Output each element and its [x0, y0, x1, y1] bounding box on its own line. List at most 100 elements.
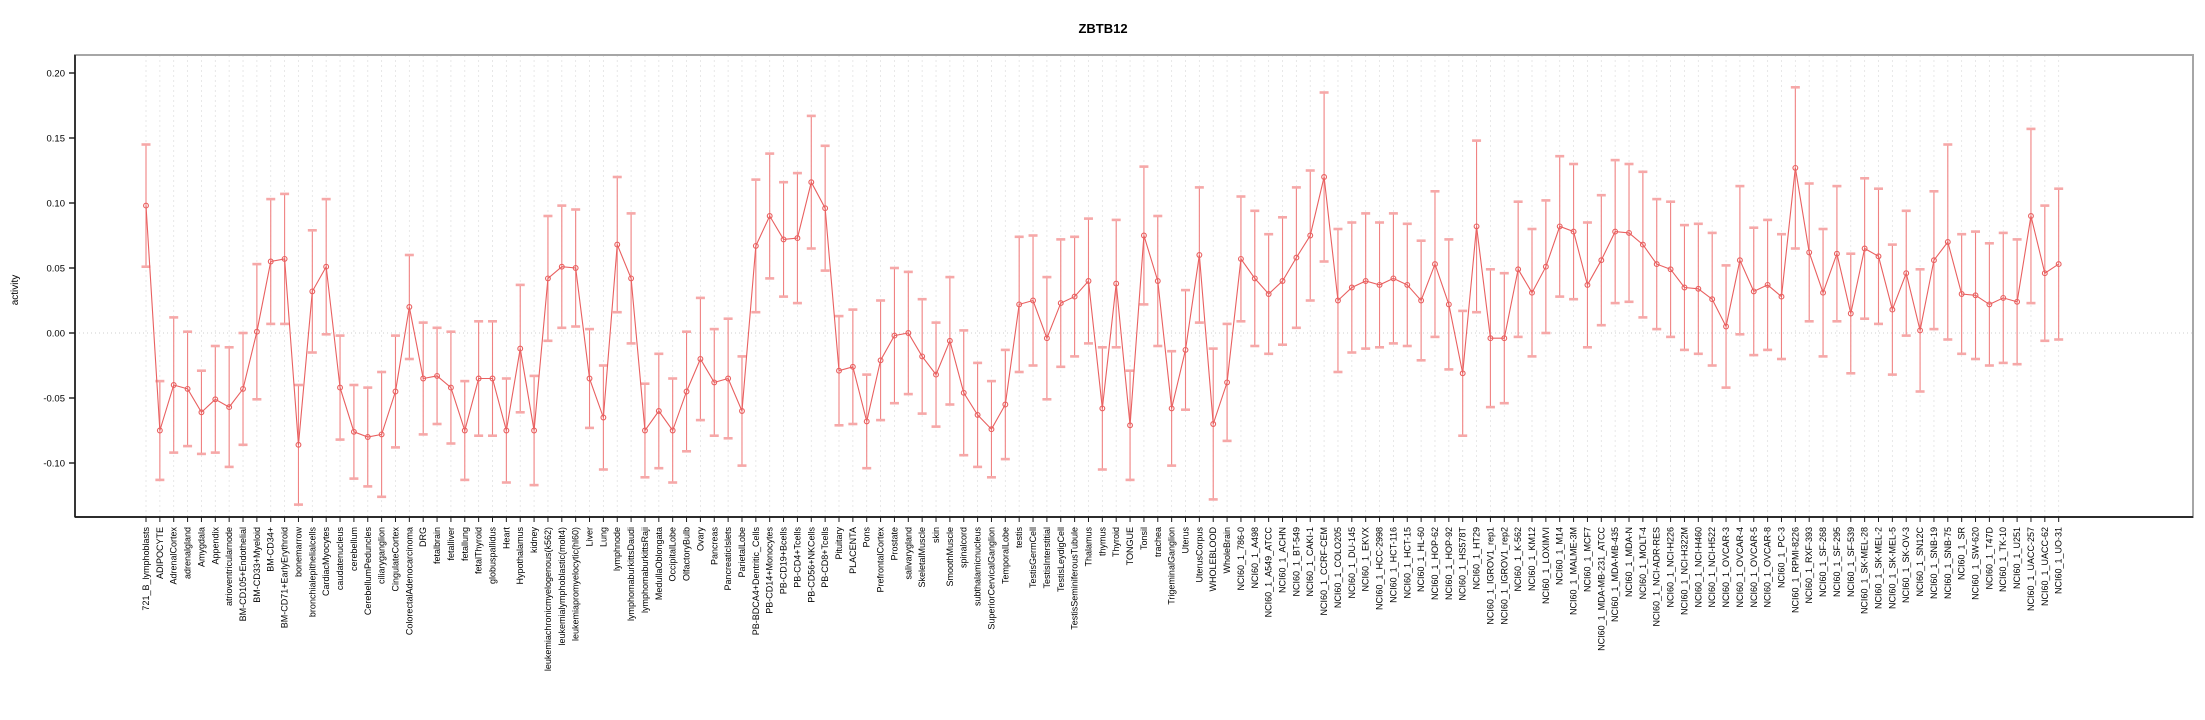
data-point — [863, 418, 870, 425]
x-category-label: kidney — [529, 527, 539, 554]
x-category-label: NCI60_1_HCT-15 — [1402, 527, 1412, 599]
data-point — [267, 258, 274, 265]
x-category-label: testis — [1014, 527, 1024, 549]
x-category-label: NCI60_1_HL-60 — [1416, 527, 1426, 592]
x-category-label: subthalamicnucleus — [973, 527, 983, 607]
data-point — [1127, 422, 1134, 429]
x-category-label: trachea — [1153, 527, 1163, 557]
data-point — [1778, 293, 1785, 300]
data-point — [586, 375, 593, 382]
x-category-label: NCI60_1_MDA-N — [1624, 527, 1634, 597]
data-point — [212, 396, 219, 403]
data-point — [1099, 405, 1106, 412]
x-category-label: OlfactoryBulb — [682, 527, 692, 581]
data-point — [1404, 281, 1411, 288]
x-category-label: NCI60_1_HS578T — [1458, 527, 1468, 601]
x-category-label: NCI60_1_HCC-2998 — [1375, 527, 1385, 610]
x-category-label: TONGUE — [1125, 527, 1135, 565]
x-category-label: UterusCorpus — [1194, 527, 1204, 583]
x-category-label: BM-CD105+Endothelial — [238, 527, 248, 621]
x-category-label: PancreaticIslets — [723, 527, 733, 591]
x-category-label: NCI60_1_NCI-H226 — [1666, 527, 1676, 608]
data-point — [1792, 164, 1799, 171]
x-category-label: NCI60_1_NCI-H522 — [1707, 527, 1717, 608]
x-category-label: ciliaryganglion — [377, 527, 387, 584]
x-category-label: NCI60_1_MALME-3M — [1569, 527, 1579, 615]
x-category-label: lymphomaburkittsRaji — [640, 527, 650, 613]
data-point — [461, 427, 468, 434]
x-category-label: fetalThyroid — [474, 527, 484, 574]
data-point — [1265, 291, 1272, 297]
data-point — [1210, 421, 1217, 427]
x-category-label: NCI60_1_EKVX — [1361, 527, 1371, 592]
data-point — [933, 371, 939, 378]
data-point — [1043, 335, 1050, 342]
data-point — [364, 434, 371, 440]
x-category-label: TestisLeydigCell — [1056, 527, 1066, 592]
data-point — [655, 408, 662, 414]
x-category-label: NCI60_1_KM12 — [1527, 527, 1537, 591]
x-category-label: BM-CD71+EarlyErythroid — [280, 527, 290, 628]
data-point — [406, 304, 413, 310]
data-point — [960, 389, 967, 396]
x-category-label: NCI60_1_SNB-75 — [1943, 527, 1953, 599]
x-category-label: CingulateCortex — [390, 527, 400, 592]
data-point — [1972, 292, 1979, 299]
y-tick-label: 0.20 — [47, 69, 66, 80]
data-point — [988, 426, 995, 433]
data-point — [1723, 323, 1729, 330]
data-point — [1930, 257, 1937, 264]
x-category-label: caudatenucleus — [335, 527, 345, 591]
x-category-label: NCI60_1_DU-145 — [1347, 527, 1357, 599]
data-point — [531, 427, 538, 434]
data-point — [1251, 275, 1258, 282]
x-category-label: AdrenalCortex — [169, 527, 179, 585]
data-point — [1584, 281, 1591, 288]
x-category-label: PrefrontalCortex — [876, 527, 886, 593]
data-point — [1293, 254, 1300, 261]
data-point — [1529, 289, 1535, 296]
series-line — [145, 167, 2059, 445]
data-point — [572, 265, 579, 271]
x-category-label: fetalbrain — [432, 527, 442, 564]
data-point — [1501, 335, 1508, 342]
x-category-label: lymphnode — [612, 527, 622, 571]
data-point — [350, 428, 357, 435]
x-category-label: fetallung — [460, 527, 470, 561]
data-point — [323, 263, 330, 270]
x-category-label: OccipitalLobe — [668, 527, 678, 582]
x-category-label: WholeBrain — [1222, 527, 1232, 574]
x-category-label: SkeletalMuscle — [917, 527, 927, 588]
x-category-label: NCI60_1_SK-OV-3 — [1901, 527, 1911, 603]
data-point — [1681, 284, 1688, 291]
data-point — [1847, 310, 1854, 317]
x-category-label: NCI60_1_OVCAR-8 — [1763, 527, 1773, 608]
x-category-label: NCI60_1_HT29 — [1472, 527, 1482, 590]
data-point — [281, 255, 288, 262]
data-point — [1944, 239, 1951, 245]
data-point — [1820, 289, 1827, 296]
x-category-label: bonemarrow — [293, 527, 303, 578]
data-point — [489, 375, 496, 382]
axes-layer: -0.10 -0.05 0.00 0.05 0.10 0.15 0.20 — [43, 54, 2194, 522]
x-category-label: Tonsil — [1139, 527, 1149, 550]
x-category-label: cerebellum — [349, 527, 359, 571]
x-category-label: CardiacMyocytes — [321, 527, 331, 597]
x-category-label: TestisInterstitial — [1042, 527, 1052, 589]
y-tick-label: 0.15 — [47, 134, 66, 145]
x-category-label: NCI60_1_OVCAR-3 — [1721, 527, 1731, 608]
x-category-label: NCI60_1_CCRF-CEM — [1319, 527, 1329, 616]
y-tick-label: -0.05 — [43, 394, 65, 405]
data-point — [1182, 346, 1189, 353]
data-point — [1695, 285, 1702, 292]
data-point — [891, 332, 898, 339]
x-category-label: salivarygland — [903, 527, 913, 580]
data-point — [739, 408, 745, 414]
data-point — [1889, 306, 1896, 313]
x-category-label: Thyroid — [1111, 527, 1121, 557]
x-category-label: NCI60_1_SN12C — [1915, 527, 1925, 597]
data-point — [614, 241, 621, 248]
x-category-label: bronchialepithelialcells — [307, 527, 317, 618]
data-point — [156, 427, 163, 434]
data-point — [1348, 284, 1355, 291]
